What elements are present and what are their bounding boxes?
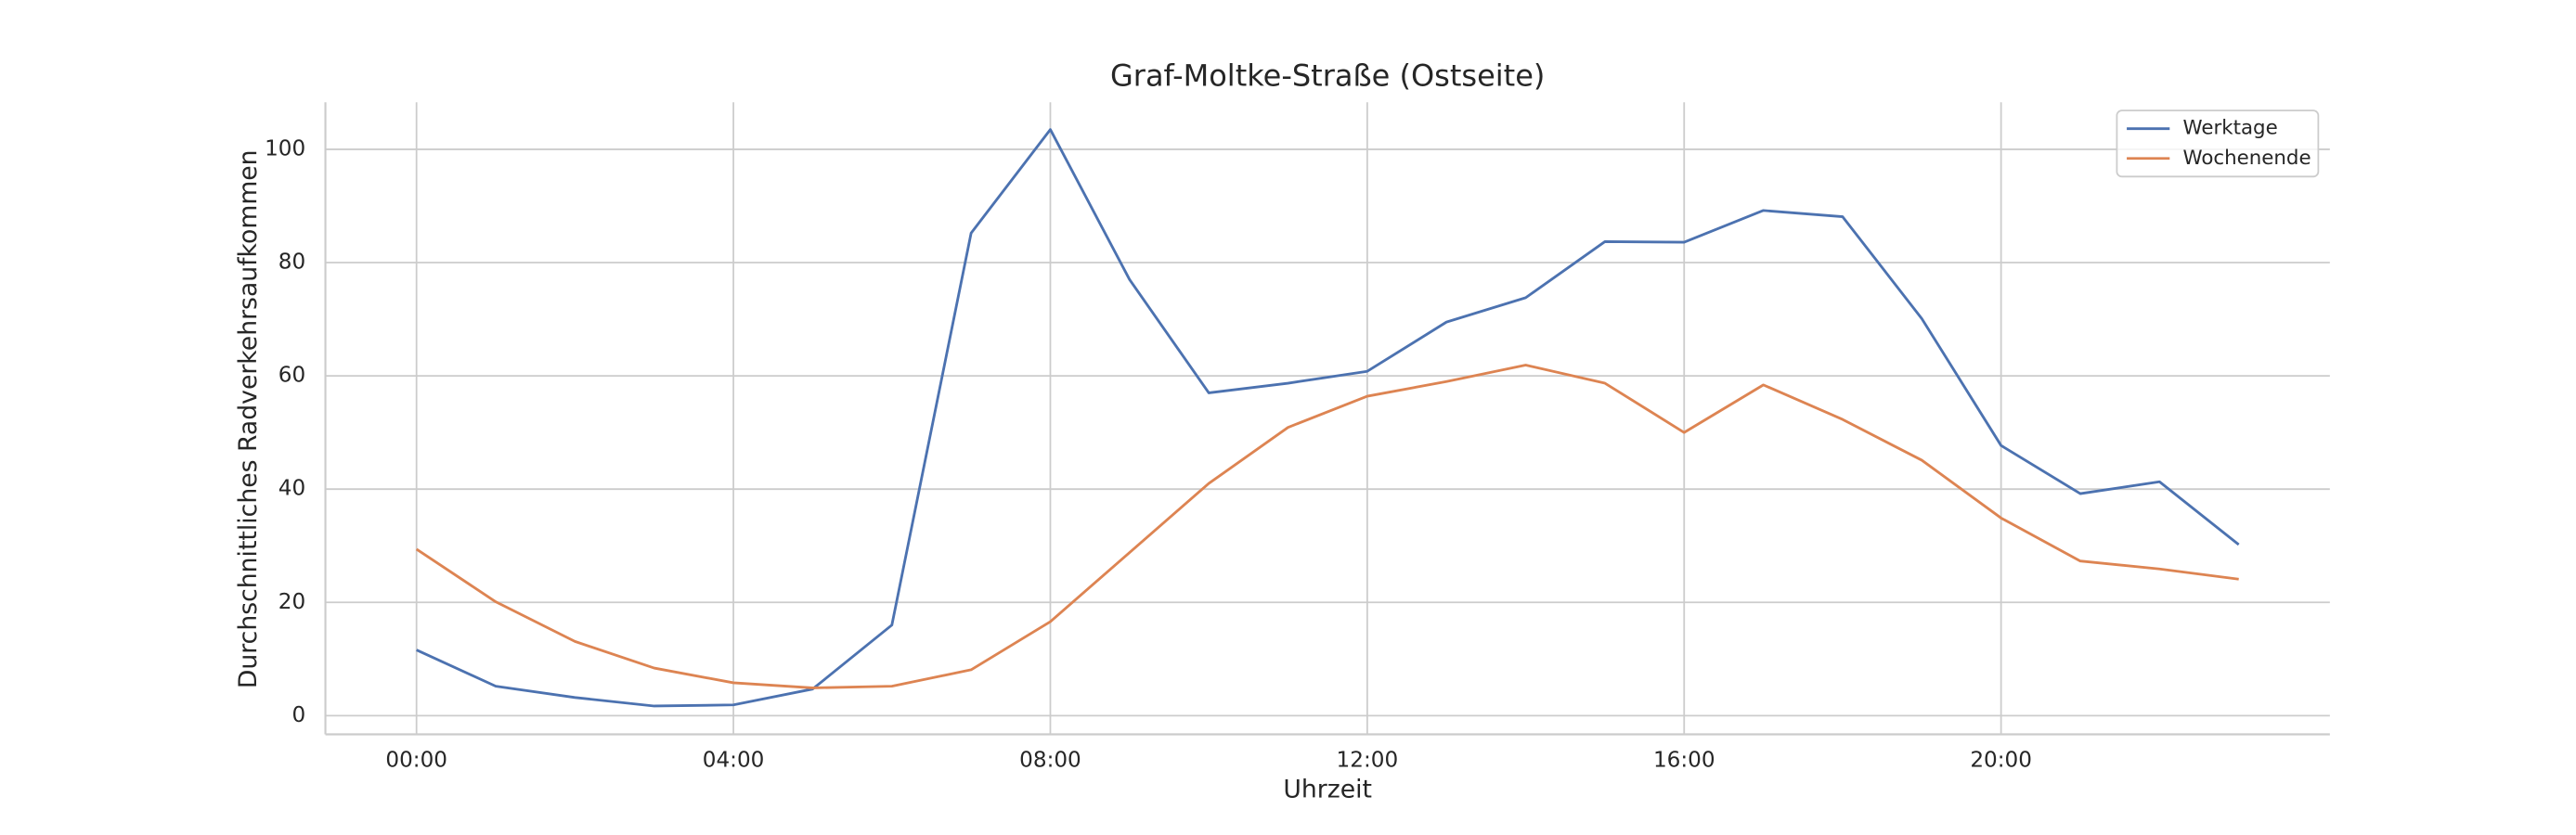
line-series: [416, 128, 2240, 708]
y-tick-label: 0: [291, 703, 305, 727]
y-tick-label: 100: [265, 136, 305, 161]
line-series: [415, 364, 2239, 689]
legend-label: Werktage: [2183, 117, 2278, 140]
x-tick-label: 16:00: [1653, 748, 1715, 772]
legend-box: [2116, 109, 2320, 178]
x-tick-label: 04:00: [703, 748, 765, 772]
x-tick-label: 08:00: [1019, 748, 1081, 772]
x-tick-label: 00:00: [385, 748, 447, 772]
y-tick-label: 20: [278, 590, 305, 614]
legend-label: Wochenende: [2183, 147, 2311, 170]
x-axis-label: Uhrzeit: [1283, 775, 1372, 803]
x-tick-label: 12:00: [1337, 748, 1399, 772]
y-axis-label: Durchschnittliches Radverkehrsaufkommen: [234, 149, 263, 688]
x-tick-label: 20:00: [1970, 748, 2032, 772]
legend: Werktage Wochenende: [2116, 109, 2320, 178]
y-tick-label: 40: [278, 477, 305, 501]
y-tick-label: 60: [278, 364, 305, 388]
y-tick-label: 80: [278, 250, 305, 275]
chart-title: Graf-Moltke-Straße (Ostseite): [1110, 58, 1545, 94]
